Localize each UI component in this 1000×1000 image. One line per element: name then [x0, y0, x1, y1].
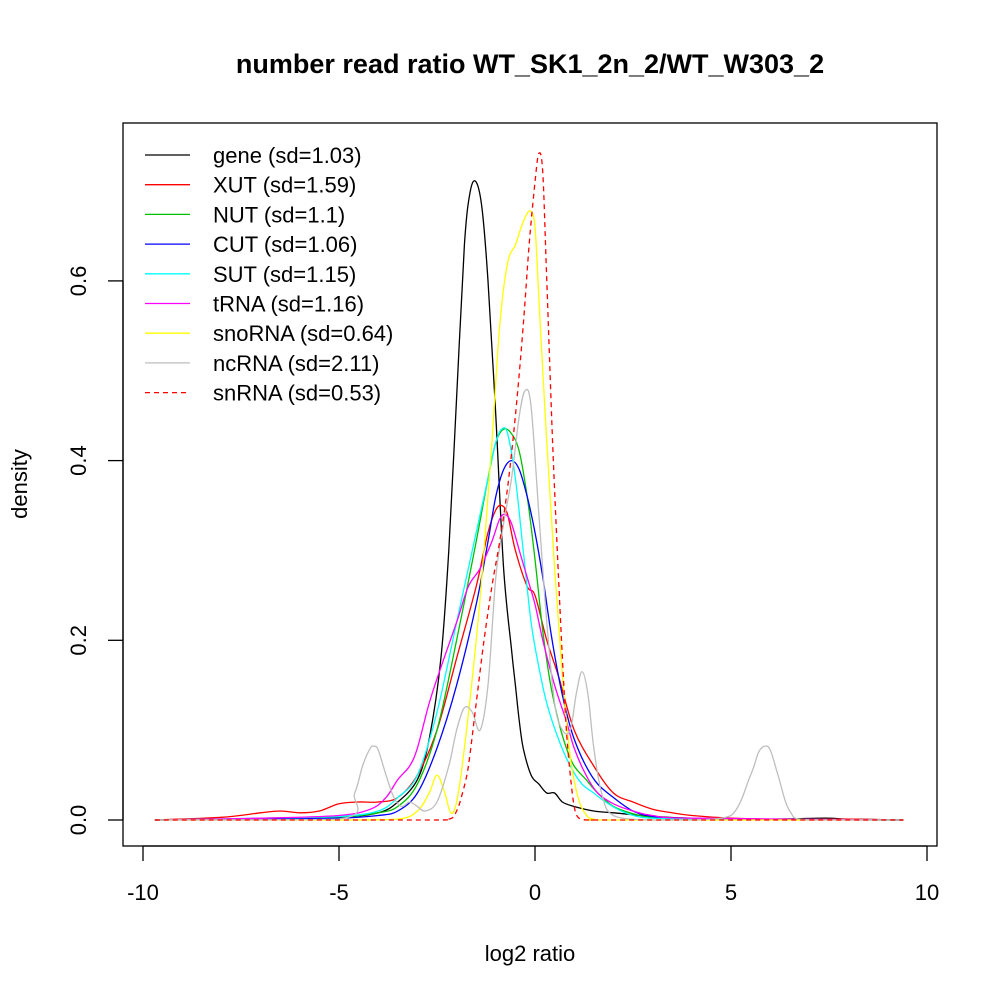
- y-tick-label: 0.2: [66, 625, 91, 656]
- legend-label-snorna: snoRNA (sd=0.64): [213, 321, 393, 346]
- x-tick-label: 10: [915, 880, 939, 905]
- legend-label-cut: CUT (sd=1.06): [213, 232, 357, 257]
- x-axis: -10 -5 0 5 10: [127, 845, 939, 905]
- series-line-nut: [154, 428, 904, 821]
- series-line-trna: [154, 513, 904, 821]
- chart-title: number read ratio WT_SK1_2n_2/WT_W303_2: [236, 49, 824, 79]
- legend-label-nut: NUT (sd=1.1): [213, 202, 345, 227]
- series-layer: [154, 152, 904, 821]
- y-tick-label: 0.6: [66, 266, 91, 297]
- y-tick-label: 0.0: [66, 805, 91, 836]
- legend-label-ncrna: ncRNA (sd=2.11): [213, 351, 380, 376]
- y-tick-label: 0.4: [66, 445, 91, 476]
- legend-label-trna: tRNA (sd=1.16): [213, 292, 364, 317]
- series-line-snrna: [154, 152, 904, 821]
- x-tick-label: 0: [529, 880, 541, 905]
- x-tick-label: 5: [725, 880, 737, 905]
- legend: gene (sd=1.03) XUT (sd=1.59) NUT (sd=1.1) C…: [145, 143, 393, 406]
- legend-label-gene: gene (sd=1.03): [213, 143, 362, 168]
- x-tick-label: -10: [127, 880, 159, 905]
- legend-label-xut: XUT (sd=1.59): [213, 173, 356, 198]
- series-line-ncrna: [154, 388, 904, 821]
- legend-label-snrna: snRNA (sd=0.53): [213, 381, 381, 406]
- x-tick-label: -5: [329, 880, 349, 905]
- y-axis-label: density: [7, 449, 32, 519]
- series-line-xut: [154, 504, 904, 821]
- x-axis-label: log2 ratio: [485, 941, 576, 966]
- y-axis: 0.0 0.2 0.4 0.6: [66, 266, 124, 836]
- legend-label-sut: SUT (sd=1.15): [213, 262, 356, 287]
- series-line-snorna: [154, 209, 904, 821]
- series-line-cut: [154, 459, 904, 821]
- series-line-sut: [154, 427, 904, 821]
